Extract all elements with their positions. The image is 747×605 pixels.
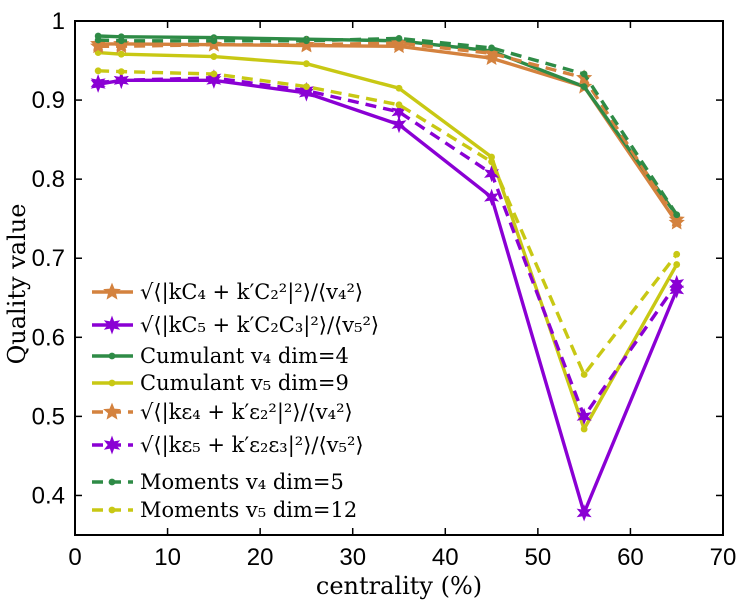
data-point bbox=[580, 425, 588, 433]
legend-item: Cumulant v₄ dim=4 bbox=[92, 344, 349, 368]
data-point bbox=[580, 83, 588, 91]
legend-item: √⟨|kε₄ + k′ε₂²|²⟩/⟨v₄²⟩ bbox=[92, 400, 353, 425]
data-point bbox=[669, 274, 685, 293]
data-point bbox=[117, 68, 125, 76]
data-point bbox=[395, 34, 403, 42]
plot-frame bbox=[74, 20, 724, 536]
series-3 bbox=[94, 32, 681, 219]
axis-ticks: 0 10 20 30 40 50 60 70 0.4 0.5 0.6 0.7 0.8 0.9 1 bbox=[32, 8, 737, 571]
y-axis-title: Quality value bbox=[3, 204, 31, 365]
y-tick-label: 0.5 bbox=[32, 403, 65, 430]
series-line bbox=[98, 69, 679, 377]
series-line bbox=[97, 76, 679, 419]
y-tick-label: 0.8 bbox=[32, 166, 65, 193]
data-point bbox=[113, 37, 130, 54]
data-point bbox=[395, 84, 403, 92]
legend-label: Moments v₄ dim=5 bbox=[140, 470, 344, 494]
data-point bbox=[113, 71, 129, 89]
data-point bbox=[668, 210, 685, 227]
data-point bbox=[576, 407, 592, 426]
data-point bbox=[580, 371, 588, 378]
data-point bbox=[103, 282, 121, 300]
data-point bbox=[673, 211, 681, 219]
data-point bbox=[580, 70, 588, 78]
x-axis-title: centrality (%) bbox=[316, 572, 482, 600]
legend-item: √⟨|kC₅ + k′C₂C₃|²⟩/⟨v₅²⟩ bbox=[92, 313, 379, 338]
data-point bbox=[210, 37, 218, 45]
series-1 bbox=[90, 35, 685, 230]
legend-label: √⟨|kC₄ + k′C₂²|²⟩/⟨v₄²⟩ bbox=[140, 280, 363, 305]
data-point bbox=[90, 37, 107, 54]
data-point bbox=[103, 315, 121, 335]
legend-label: √⟨|kε₄ + k′ε₂²|²⟩/⟨v₄²⟩ bbox=[140, 400, 353, 425]
data-point bbox=[303, 37, 310, 45]
data-point bbox=[108, 352, 116, 360]
data-point bbox=[488, 153, 495, 161]
data-point bbox=[673, 261, 681, 268]
series-7 bbox=[94, 34, 681, 219]
x-tick-label: 40 bbox=[432, 544, 459, 571]
x-tick-label: 60 bbox=[617, 544, 644, 571]
legend-label: Moments v₅ dim=12 bbox=[140, 498, 357, 522]
y-tick-label: 0.7 bbox=[32, 245, 65, 272]
series-line bbox=[98, 41, 679, 221]
x-tick-label: 0 bbox=[68, 544, 81, 571]
x-tick-label: 50 bbox=[525, 544, 552, 571]
series-layer bbox=[90, 32, 685, 522]
data-point bbox=[117, 50, 125, 58]
series-6 bbox=[90, 69, 685, 426]
data-point bbox=[103, 402, 121, 420]
data-point bbox=[673, 250, 681, 258]
data-point bbox=[488, 158, 495, 166]
data-point bbox=[484, 164, 500, 183]
series-line bbox=[98, 36, 679, 216]
data-point bbox=[390, 34, 408, 51]
legend-item: Cumulant v₅ dim=9 bbox=[92, 371, 349, 395]
legend-box bbox=[84, 268, 454, 526]
data-point bbox=[94, 67, 102, 75]
legend-label: Cumulant v₄ dim=4 bbox=[140, 344, 349, 368]
legend: √⟨|kC₄ + k′C₂²|²⟩/⟨v₄²⟩ √⟨|kC₅ + k′C₂C₃|²… bbox=[84, 268, 454, 526]
x-tick-label: 10 bbox=[154, 544, 181, 571]
data-point bbox=[395, 101, 403, 109]
data-point bbox=[103, 435, 121, 455]
legend-item: Moments v₄ dim=5 bbox=[92, 470, 344, 494]
data-point bbox=[108, 478, 116, 486]
data-point bbox=[94, 36, 102, 44]
x-tick-label: 20 bbox=[247, 544, 274, 571]
series-5 bbox=[90, 34, 685, 227]
y-tick-label: 0.4 bbox=[32, 482, 65, 509]
x-tick-label: 70 bbox=[710, 544, 737, 571]
x-tick-label: 30 bbox=[339, 544, 366, 571]
series-line bbox=[97, 50, 679, 431]
data-point bbox=[391, 115, 407, 134]
legend-label: √⟨|kC₅ + k′C₂C₃|²⟩/⟨v₅²⟩ bbox=[140, 313, 379, 338]
y-tick-label: 0.6 bbox=[32, 324, 65, 351]
legend-label: Cumulant v₅ dim=9 bbox=[140, 371, 349, 395]
y-tick-label: 0.9 bbox=[32, 87, 65, 114]
y-tick-label: 1 bbox=[52, 8, 65, 35]
data-point bbox=[576, 504, 592, 522]
legend-item: √⟨|kC₄ + k′C₂²|²⟩/⟨v₄²⟩ bbox=[92, 280, 363, 305]
data-point bbox=[210, 70, 218, 78]
series-line bbox=[98, 34, 679, 217]
data-point bbox=[303, 60, 310, 68]
legend-item: Moments v₅ dim=12 bbox=[92, 498, 357, 522]
series-line bbox=[98, 42, 679, 224]
legend-item: √⟨|kε₅ + k′ε₂ε₃|²⟩/⟨v₅²⟩ bbox=[92, 433, 364, 458]
data-point bbox=[303, 83, 310, 91]
data-point bbox=[90, 74, 106, 92]
data-point bbox=[117, 37, 125, 45]
series-8 bbox=[94, 67, 681, 378]
data-point bbox=[108, 379, 116, 387]
data-point bbox=[488, 44, 495, 52]
series-4 bbox=[94, 49, 681, 433]
data-point bbox=[108, 506, 116, 514]
legend-label: √⟨|kε₅ + k′ε₂ε₃|²⟩/⟨v₅²⟩ bbox=[140, 433, 364, 458]
data-point bbox=[210, 53, 218, 60]
